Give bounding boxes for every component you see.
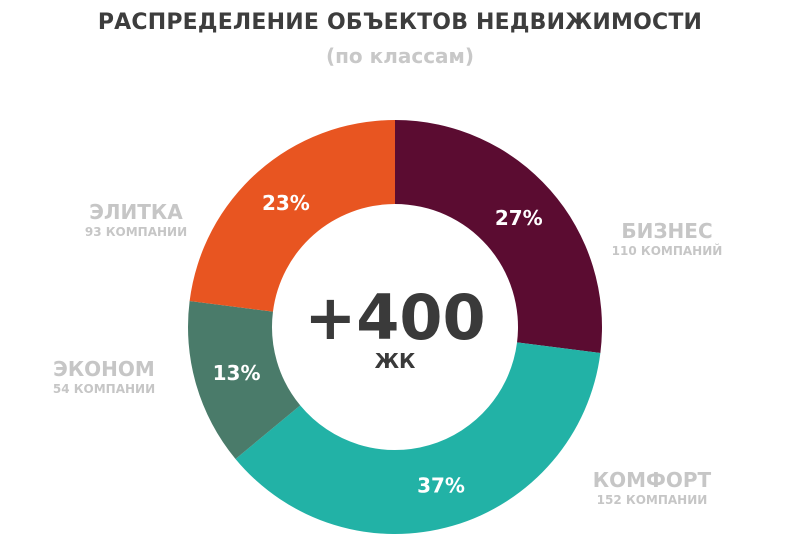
slice-percent-label: 37%: [417, 473, 465, 497]
legend-count: 110 КОМПАНИЙ: [612, 243, 723, 258]
slice-3: [188, 301, 301, 459]
legend-name: КОМФОРТ: [593, 468, 712, 492]
chart-subtitle: (по классам): [325, 44, 475, 68]
legend-count: 54 КОМПАНИИ: [53, 382, 155, 396]
slices-layer: [188, 120, 602, 534]
legend-count: 152 КОМПАНИИ: [597, 493, 708, 507]
legend-name: ЭКОНОМ: [53, 357, 155, 381]
percent-labels-layer: 27% 37% 13% 23%: [213, 191, 543, 497]
center-value: +400: [304, 281, 485, 354]
slice-percent-label: 27%: [495, 206, 543, 230]
legend-name: ЭЛИТКА: [89, 200, 183, 224]
slice-percent-label: 13%: [213, 361, 261, 385]
slice-4: [189, 120, 395, 312]
legend-count: 93 КОМПАНИИ: [85, 225, 187, 239]
slice-2: [235, 342, 601, 534]
slice-percent-label: 23%: [262, 191, 310, 215]
chart-title: РАСПРЕДЕЛЕНИЕ ОБЪЕКТОВ НЕДВИЖИМОСТИ: [97, 10, 703, 35]
slice-1: [395, 120, 602, 353]
legend-name: БИЗНЕС: [621, 219, 712, 243]
center-label: ЖК: [375, 349, 416, 373]
